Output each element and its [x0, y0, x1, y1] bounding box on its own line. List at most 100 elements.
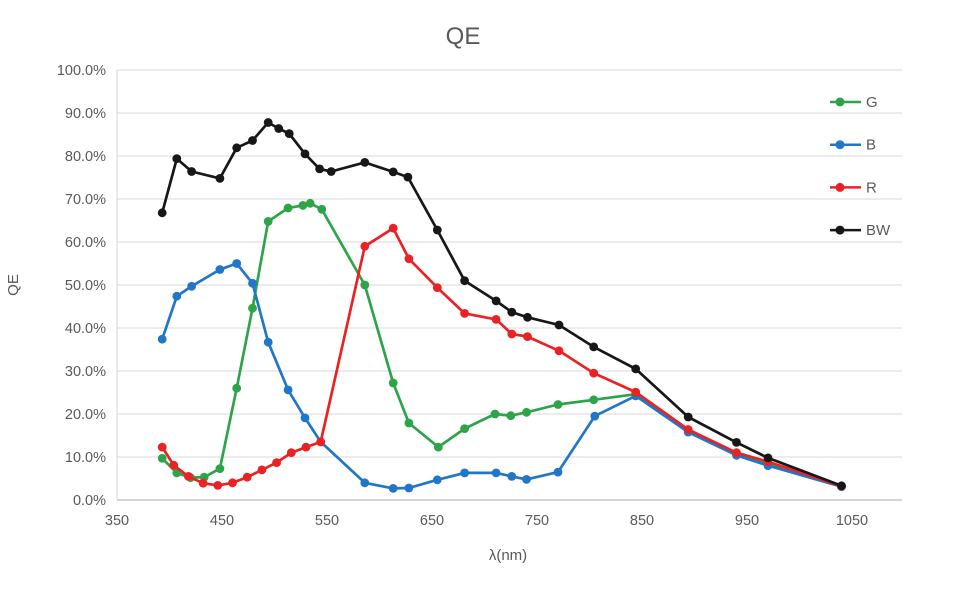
series-marker-B [263, 337, 273, 347]
series-marker-BW [507, 307, 517, 317]
legend-marker-B [835, 140, 845, 150]
y-tick-label: 70.0% [65, 192, 106, 208]
series-marker-B [388, 484, 398, 493]
series-marker-R [316, 437, 326, 447]
series-marker-BW [523, 312, 532, 322]
series-marker-R [257, 465, 267, 475]
series-marker-G [317, 204, 327, 214]
series-marker-BW [554, 320, 564, 330]
series-marker-R [404, 254, 414, 264]
series-line-R [160, 226, 843, 488]
series-marker-R [507, 329, 517, 339]
series-marker-G [298, 201, 308, 210]
series-marker-BW [589, 342, 599, 352]
series-marker-G [589, 395, 599, 405]
legend[interactable]: G B R BW [830, 94, 891, 239]
series-marker-G [388, 378, 398, 388]
series-marker-R [157, 442, 167, 452]
series-marker-B [215, 265, 225, 274]
series-marker-BW [215, 174, 225, 183]
series-marker-B [590, 411, 600, 421]
y-tick-label: 100.0% [57, 63, 106, 79]
series-marker-B [460, 468, 469, 478]
series-marker-BW [315, 164, 324, 174]
x-tick-label: 350 [105, 513, 129, 529]
series-layer [157, 118, 846, 493]
series-marker-R [286, 448, 296, 458]
legend-item-G[interactable]: G [830, 94, 878, 111]
series-marker-BW [388, 167, 398, 177]
x-axis-title[interactable]: λ(nm) [489, 547, 527, 564]
series-marker-B [232, 259, 242, 268]
series-marker-G [305, 198, 315, 208]
chart-title[interactable]: QE [446, 23, 481, 50]
series-BW[interactable] [157, 118, 846, 491]
series-marker-B [404, 483, 414, 493]
y-tick-label: 0.0% [73, 493, 106, 509]
series-marker-BW [403, 172, 413, 182]
series-marker-B [360, 478, 370, 488]
y-tick-label: 20.0% [65, 407, 106, 423]
legend-marker-BW [835, 225, 845, 235]
series-marker-R [523, 332, 532, 341]
series-marker-R [228, 478, 237, 488]
grid-layer [116, 69, 902, 501]
series-marker-BW [284, 129, 294, 139]
series-marker-R [683, 425, 693, 434]
legend-label-R: R [866, 179, 877, 196]
legend-label-B: B [866, 137, 876, 154]
series-marker-G [404, 418, 414, 428]
legend-item-B[interactable]: B [830, 137, 876, 154]
series-line-BW [160, 121, 843, 488]
series-marker-G [433, 442, 443, 452]
x-tick-label: 750 [525, 513, 549, 529]
series-marker-R [732, 448, 741, 458]
series-marker-G [232, 383, 242, 393]
series-marker-G [263, 217, 273, 226]
legend-marker-R [835, 182, 845, 192]
series-marker-G [490, 409, 500, 419]
series-marker-B [248, 278, 257, 288]
series-marker-R [169, 460, 179, 470]
series-marker-R [198, 478, 208, 488]
series-marker-G [283, 203, 293, 213]
series-marker-G [553, 400, 563, 409]
series-marker-R [491, 315, 501, 324]
x-tick-label: 450 [210, 513, 234, 529]
series-marker-R [554, 346, 564, 356]
legend-label-G: G [866, 94, 878, 111]
series-marker-G [522, 407, 531, 417]
series-marker-R [388, 223, 398, 233]
legend-label-BW: BW [866, 222, 891, 239]
series-marker-G [215, 464, 225, 473]
series-marker-B [187, 281, 197, 291]
series-marker-B [157, 334, 167, 344]
series-marker-R [460, 309, 469, 318]
series-marker-BW [300, 149, 310, 159]
series-marker-B [283, 385, 293, 395]
series-B[interactable] [157, 259, 846, 493]
series-marker-R [631, 387, 641, 397]
series-marker-R [589, 368, 599, 378]
y-tick-label: 60.0% [65, 235, 106, 251]
legend-item-BW[interactable]: BW [830, 222, 891, 239]
series-marker-B [507, 472, 517, 481]
series-marker-BW [491, 296, 501, 306]
series-marker-B [432, 475, 442, 485]
series-marker-BW [460, 276, 469, 286]
series-marker-R [432, 283, 442, 292]
x-tick-label: 850 [630, 513, 654, 529]
axis-layer: 0.0% 10.0% 20.0% 30.0% 40.0% 50.0% 60.0% 70.0% 8… [57, 63, 868, 529]
y-tick-label: 40.0% [65, 321, 106, 337]
series-marker-BW [763, 453, 773, 463]
series-marker-R [213, 481, 223, 490]
series-marker-G [506, 411, 516, 421]
y-tick-label: 90.0% [65, 106, 106, 122]
legend-marker-G [835, 97, 845, 107]
series-marker-BW [248, 136, 257, 145]
y-axis-title[interactable]: QE [5, 274, 22, 296]
series-marker-BW [274, 124, 284, 133]
legend-item-R[interactable]: R [830, 179, 877, 196]
